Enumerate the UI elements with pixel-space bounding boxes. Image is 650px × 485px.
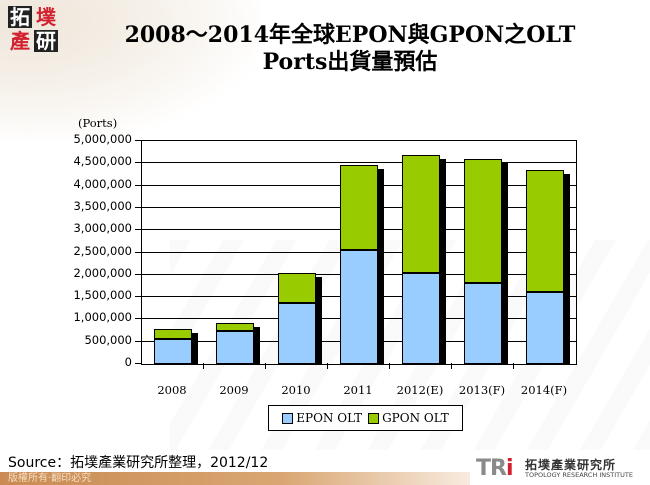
- tri-logo-i: i: [505, 456, 513, 481]
- x-tick-label: 2010: [281, 383, 311, 397]
- bar-segment-epon: [278, 302, 316, 364]
- x-tick-mark: [327, 363, 328, 369]
- source-note: Source：拓墣產業研究所整理，2012/12: [8, 455, 269, 471]
- bar-shadow: [564, 174, 570, 364]
- y-tick-label: 4,000,000: [73, 176, 132, 191]
- plot-area: [136, 140, 577, 365]
- legend-label-gpon: GPON OLT: [382, 411, 449, 425]
- chart-legend: EPON OLT GPON OLT: [268, 405, 463, 431]
- y-tick-mark: [135, 363, 141, 364]
- logo-char-1: 拓: [8, 5, 32, 29]
- bar-segment-epon: [154, 339, 192, 364]
- x-tick-mark: [389, 363, 390, 369]
- gpon-swatch-icon: [368, 412, 380, 424]
- legend-item-gpon: GPON OLT: [368, 411, 449, 425]
- bar-segment-epon: [464, 282, 502, 364]
- chart-title: 2008～2014年全球EPON與GPON之OLT Ports出貨量預估: [70, 22, 630, 76]
- y-tick-label: 3,000,000: [73, 221, 132, 236]
- bar-segment-epon: [526, 292, 564, 364]
- y-tick-label: 1,500,000: [73, 288, 132, 303]
- bar-segment-gpon: [216, 322, 254, 331]
- legend-label-epon: EPON OLT: [296, 411, 363, 425]
- company-logo: 拓 墣 產 研: [8, 6, 60, 54]
- tri-logo-mark: TRi: [476, 456, 513, 481]
- bar-shadow: [254, 326, 260, 364]
- bar-segment-gpon: [526, 170, 564, 293]
- bar-shadow: [316, 277, 322, 364]
- tri-logo-chinese: 拓墣產業研究所: [525, 458, 617, 472]
- y-tick-label: 2,500,000: [73, 243, 132, 258]
- bar-segment-gpon: [340, 164, 378, 250]
- chart-title-line2: Ports出貨量預估: [262, 49, 438, 75]
- y-tick-label: 5,000,000: [73, 132, 132, 146]
- bar-segment-epon: [216, 331, 254, 364]
- logo-char-2: 墣: [36, 5, 56, 29]
- tri-logo-english: TOPOLOGY RESEARCH INSTITUTE: [525, 471, 633, 479]
- bar-segment-gpon: [464, 158, 502, 283]
- bar-segment-gpon: [278, 273, 316, 303]
- x-tick-mark: [451, 363, 452, 369]
- y-tick-mark: [135, 140, 141, 141]
- y-axis-unit-label: (Ports): [78, 116, 118, 130]
- chart-title-line1: 2008～2014年全球EPON與GPON之OLT: [124, 22, 576, 48]
- x-tick-mark: [513, 363, 514, 369]
- x-tick-mark: [203, 363, 204, 369]
- background-map-decoration: [0, 0, 260, 140]
- y-tick-label: 1,000,000: [73, 310, 132, 325]
- x-tick-label: 2008: [157, 383, 187, 397]
- legend-item-epon: EPON OLT: [282, 411, 362, 425]
- bar-shadow: [440, 158, 446, 364]
- bar-shadow: [502, 162, 508, 364]
- y-tick-label: 3,500,000: [73, 198, 132, 213]
- x-tick-mark: [265, 363, 266, 369]
- logo-char-4: 研: [34, 29, 58, 53]
- y-tick-label: 2,000,000: [73, 265, 132, 280]
- bar-shadow: [378, 168, 384, 364]
- tri-logo: TRi 拓墣產業研究所 TOPOLOGY RESEARCH INSTITUTE: [470, 454, 645, 482]
- bar-segment-gpon: [402, 154, 440, 274]
- bar-segment-epon: [340, 249, 378, 364]
- x-tick-label: 2013(F): [458, 383, 506, 397]
- gridline: [136, 162, 576, 164]
- logo-char-3: 產: [10, 29, 30, 53]
- y-tick-label: 500,000: [84, 332, 132, 347]
- x-tick-label: 2011: [343, 383, 373, 397]
- bar-shadow: [192, 333, 198, 364]
- x-tick-label: 2014(F): [520, 383, 568, 397]
- x-tick-label: 2012(E): [396, 383, 444, 397]
- y-tick-label: 4,500,000: [73, 154, 132, 169]
- y-tick-label: 0: [124, 355, 132, 369]
- copyright-bar: 版權所有‧翻印必究: [0, 472, 470, 485]
- bar-segment-epon: [402, 273, 440, 364]
- copyright-text: 版權所有‧翻印必究: [8, 473, 92, 484]
- epon-swatch-icon: [282, 412, 294, 424]
- x-tick-label: 2009: [219, 383, 249, 397]
- tri-logo-tr: TR: [476, 456, 507, 481]
- bar-segment-gpon: [154, 329, 192, 340]
